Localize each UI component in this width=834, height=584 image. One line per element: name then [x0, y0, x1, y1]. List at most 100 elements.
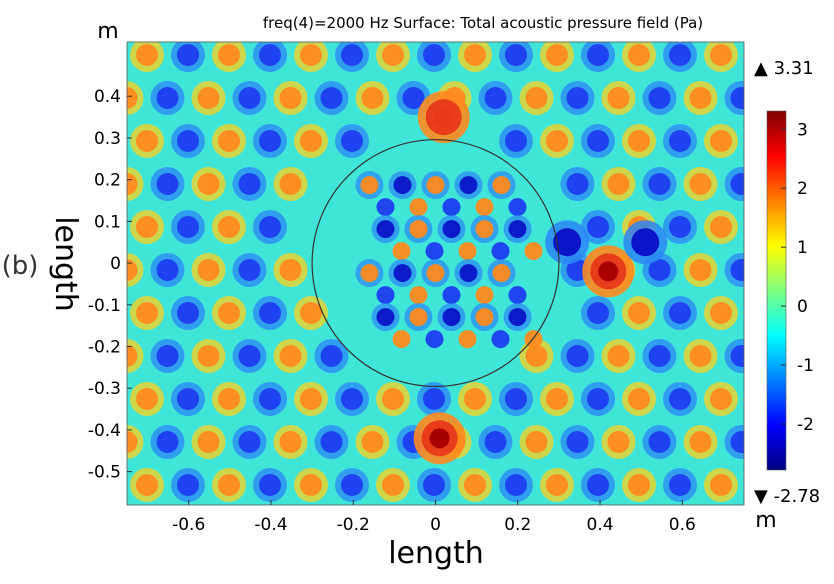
heatmap-blob: [259, 302, 281, 324]
heatmap-blob: [669, 302, 691, 324]
heatmap-blob: [622, 554, 656, 584]
heatmap-blob: [475, 220, 494, 239]
heatmap-blob: [171, 554, 205, 584]
heatmap-blob: [127, 431, 138, 453]
heatmap-blob: [259, 474, 281, 496]
heatmap-blob: [259, 388, 281, 410]
heatmap-blob: [587, 130, 609, 152]
heatmap-blob: [409, 198, 428, 217]
heatmap-blob: [177, 474, 199, 496]
y-tick-label: 0.2: [94, 171, 121, 191]
heatmap-blob: [508, 308, 527, 327]
heatmap-blob: [177, 560, 199, 582]
y-tick-label: 0.3: [94, 129, 121, 149]
colorbar-ticks: 3 2 1 0 -1 -2: [781, 120, 814, 435]
heatmap-blob: [376, 286, 395, 305]
heatmap-blob: [598, 261, 619, 282]
heatmap-blob: [745, 554, 779, 584]
y-unit-label: m: [97, 19, 118, 44]
heatmap-area: [89, 0, 800, 584]
heatmap-blob: [425, 330, 444, 349]
heatmap-blob: [218, 130, 240, 152]
heatmap-blob: [433, 107, 454, 128]
heatmap-blob: [238, 345, 261, 367]
heatmap-blob: [505, 474, 527, 496]
heatmap-blob: [546, 560, 568, 582]
heatmap-blob: [156, 345, 179, 367]
heatmap-blob: [320, 345, 343, 367]
heatmap-blob: [402, 87, 425, 109]
x-tick-label: -0.4: [254, 515, 287, 535]
heatmap-blob: [156, 259, 179, 281]
heatmap-blob: [772, 87, 794, 109]
heatmap-blob: [442, 198, 461, 217]
heatmap-blob: [151, 0, 185, 29]
heatmap-blob: [425, 242, 444, 261]
heatmap-blob: [156, 87, 179, 109]
heatmap-blob: [607, 87, 630, 109]
heatmap-blob: [360, 176, 379, 195]
chart-title: freq(4)=2000 Hz Surface: Total acoustic …: [263, 14, 703, 32]
heatmap-blob: [197, 431, 220, 453]
heatmap-blob: [710, 44, 732, 66]
colorbar-tick-label: 2: [797, 179, 808, 199]
heatmap-blob: [766, 81, 800, 115]
heatmap-blob: [116, 517, 138, 539]
heatmap-blob: [458, 330, 477, 349]
heatmap-blob: [475, 286, 494, 305]
x-tick-label: 0.6: [669, 515, 696, 535]
y-tick-label: 0: [110, 254, 121, 274]
heatmap-blob: [546, 388, 568, 410]
heatmap-blob: [648, 431, 671, 453]
heatmap-blob: [198, 1, 220, 23]
colorbar-tick-label: 0: [797, 297, 808, 317]
colorbar-tick-label: 1: [797, 238, 808, 258]
x-axis-ticks: -0.6 -0.4 -0.2 0 0.2 0.4 0.6: [172, 500, 696, 535]
heatmap-blob: [89, 554, 123, 584]
heatmap-blob: [628, 130, 650, 152]
heatmap-blobs: [89, 0, 800, 584]
colorbar-tick-label: 3: [797, 120, 808, 140]
heatmap-blob: [376, 220, 395, 239]
colorbar: 3 2 1 0 -1 -2 ▲ 3.31 ▼ -2.78: [754, 58, 820, 507]
heatmap-blob: [429, 428, 450, 449]
heatmap-blob: [525, 431, 548, 453]
heatmap-blob: [197, 259, 220, 281]
heatmap-blob: [279, 345, 302, 367]
heatmap-blob: [361, 431, 384, 453]
heatmap-blob: [136, 216, 158, 238]
heatmap-blob: [259, 560, 281, 582]
heatmap-blob: [177, 302, 199, 324]
heatmap-blob: [566, 87, 589, 109]
heatmap-blob: [279, 173, 302, 195]
colorbar-gradient: [766, 110, 787, 471]
heatmap-blob: [766, 0, 800, 29]
panel-label: (b): [2, 251, 39, 281]
y-tick-label: -0.5: [88, 463, 121, 483]
heatmap-blob: [546, 130, 568, 152]
heatmap-blob: [136, 302, 158, 324]
heatmap-blob: [628, 560, 650, 582]
heatmap-blob: [689, 345, 712, 367]
heatmap-blob: [669, 130, 691, 152]
heatmap-blob: [136, 388, 158, 410]
heatmap-blob: [730, 259, 744, 281]
y-tick-label: -0.1: [88, 296, 121, 316]
heatmap-blob: [607, 173, 630, 195]
heatmap-blob: [218, 44, 240, 66]
heatmap-blob: [566, 173, 589, 195]
heatmap-blob: [238, 173, 261, 195]
heatmap-blob: [426, 264, 445, 283]
heatmap-blob: [300, 130, 322, 152]
heatmap-blob: [508, 286, 527, 305]
heatmap-blob: [587, 388, 609, 410]
heatmap-blob: [525, 87, 548, 109]
heatmap-blob: [459, 176, 478, 195]
heatmap-blob: [581, 554, 615, 584]
heatmap-blob: [335, 554, 369, 584]
heatmap-blob: [95, 560, 117, 582]
y-tick-label: -0.2: [88, 337, 121, 357]
colorbar-tick-label: -2: [797, 415, 814, 435]
heatmap-blob: [409, 286, 428, 305]
